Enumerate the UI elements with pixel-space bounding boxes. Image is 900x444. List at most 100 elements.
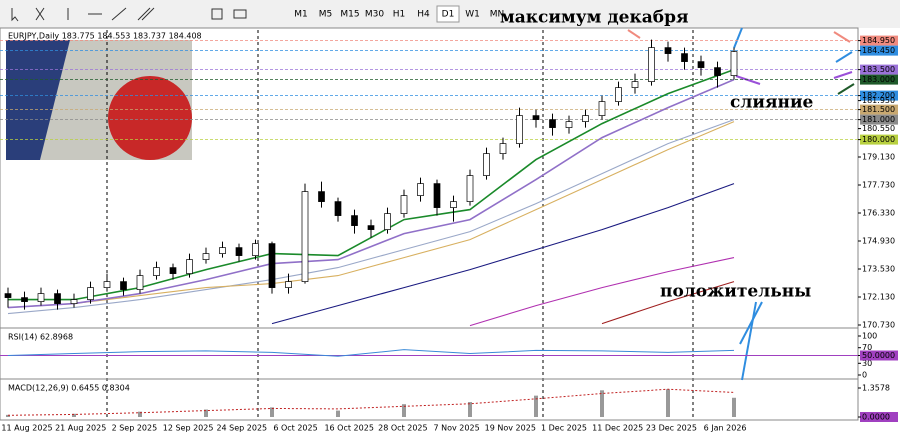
price-label: 176.330	[862, 209, 895, 218]
level-label-bg	[860, 45, 898, 56]
annotation: положительны	[660, 282, 811, 302]
candle-body	[450, 201, 457, 208]
moving-average	[7, 119, 735, 315]
timeframe-button[interactable]: M30	[365, 10, 384, 20]
rsi-level-label: 50.0000	[862, 351, 895, 360]
candle-body	[598, 101, 606, 116]
candle-body	[582, 115, 589, 122]
candle-body	[367, 225, 375, 230]
timeframe-button[interactable]: H1	[393, 10, 406, 20]
candle-body	[153, 267, 160, 276]
candle-body	[648, 47, 655, 82]
trend-icon[interactable]	[111, 7, 127, 21]
timeframe-button[interactable]: H4	[417, 10, 430, 20]
candle-body	[318, 191, 325, 202]
candle-body	[21, 297, 28, 302]
candle-body	[549, 119, 556, 128]
macd-bar	[600, 390, 604, 417]
candle-body	[351, 215, 358, 226]
price-label: 180.000	[862, 135, 895, 144]
candle-body	[466, 175, 474, 202]
date-label: 16 Oct 2025	[324, 424, 373, 433]
price-label: 183.500	[862, 65, 895, 74]
date-label: 28 Oct 2025	[378, 424, 427, 433]
annotation: максимум декабря	[500, 8, 689, 28]
arrows	[627, 27, 855, 381]
rsi-tick-label: 30	[862, 359, 872, 368]
macd-bar	[534, 395, 538, 417]
level-label-bg	[860, 35, 898, 46]
timeframe-button[interactable]: M5	[319, 10, 333, 20]
date-label: 6 Jan 2026	[704, 424, 747, 433]
price-label: 181.000	[862, 115, 895, 124]
rsi-tick-label: 0	[862, 371, 867, 380]
price-label: 172.130	[862, 293, 895, 302]
candle-body	[714, 67, 721, 76]
price-label: 177.730	[862, 181, 895, 190]
date-label: 12 Sep 2025	[163, 424, 214, 433]
candle-body	[697, 61, 705, 68]
candle-body	[235, 247, 243, 256]
candle-body	[285, 281, 292, 288]
candle-body	[301, 191, 309, 282]
candle-body	[334, 201, 342, 216]
timeframe-button[interactable]: M1	[294, 10, 308, 20]
date-label: 21 Aug 2025	[55, 424, 106, 433]
macd-zero-bg	[860, 412, 898, 422]
moving-average	[601, 281, 735, 325]
candle-body	[417, 183, 424, 196]
price-label: 184.450	[862, 46, 895, 55]
candle-body	[483, 153, 490, 176]
candle-body	[252, 243, 259, 256]
shape-icon[interactable]	[211, 8, 223, 20]
date-label: 11 Dec 2025	[592, 424, 643, 433]
price-label: 183.000	[862, 75, 895, 84]
candle-body	[4, 293, 12, 298]
tool-icons	[11, 7, 247, 22]
timeframe-active	[436, 5, 460, 23]
macd-bar	[402, 404, 406, 417]
date-label: 7 Nov 2025	[434, 424, 480, 433]
macd-tick-label: 0.0000	[862, 413, 890, 422]
candle-body	[219, 247, 226, 254]
candle-body	[730, 51, 738, 76]
macd-bar	[270, 407, 274, 417]
timeframe-button[interactable]: D1	[442, 10, 455, 20]
level-label-bg	[860, 90, 898, 101]
moving-average	[7, 78, 735, 309]
crosshair-icon[interactable]	[35, 7, 45, 21]
macd-tick-label: 1.3578	[862, 384, 890, 393]
rsi-tick-label: 70	[862, 343, 872, 352]
price-label: 170.730	[862, 321, 895, 330]
macd-bar	[204, 409, 208, 417]
candle-body	[516, 115, 523, 144]
price-label: 184.950	[862, 36, 895, 45]
price-label: 174.930	[862, 237, 895, 246]
timeframe-button[interactable]: W1	[465, 10, 480, 20]
level-label-bg	[860, 74, 898, 85]
label-icon[interactable]	[233, 9, 247, 19]
date-label: 11 Aug 2025	[1, 424, 52, 433]
level-label-bg	[860, 134, 898, 145]
price-label: 181.950	[862, 96, 895, 105]
symbol-info: EURJPY,Daily 183.775 184.553 183.737 184…	[8, 32, 202, 41]
price-label: 182.200	[862, 91, 895, 100]
price-label: 181.500	[862, 105, 895, 114]
candle-body	[681, 53, 688, 62]
macd-label: MACD(12,26,9) 0.6455 0.8304	[8, 384, 130, 393]
candle-body	[433, 183, 441, 208]
cursor-icon[interactable]	[11, 8, 19, 22]
macd-signal	[7, 388, 735, 416]
candle-body	[202, 253, 210, 260]
timeframe-button[interactable]: M15	[340, 10, 359, 20]
macd-bar	[336, 410, 340, 417]
candle-body	[136, 275, 144, 290]
moving-average	[7, 121, 735, 309]
timeframe-button[interactable]: MN	[490, 10, 505, 20]
rsi-label: RSI(14) 62.8968	[8, 333, 73, 342]
price-label: 179.130	[862, 153, 895, 162]
candle-body	[565, 121, 573, 128]
channel-icon[interactable]	[137, 7, 155, 21]
candle-body	[87, 287, 94, 300]
